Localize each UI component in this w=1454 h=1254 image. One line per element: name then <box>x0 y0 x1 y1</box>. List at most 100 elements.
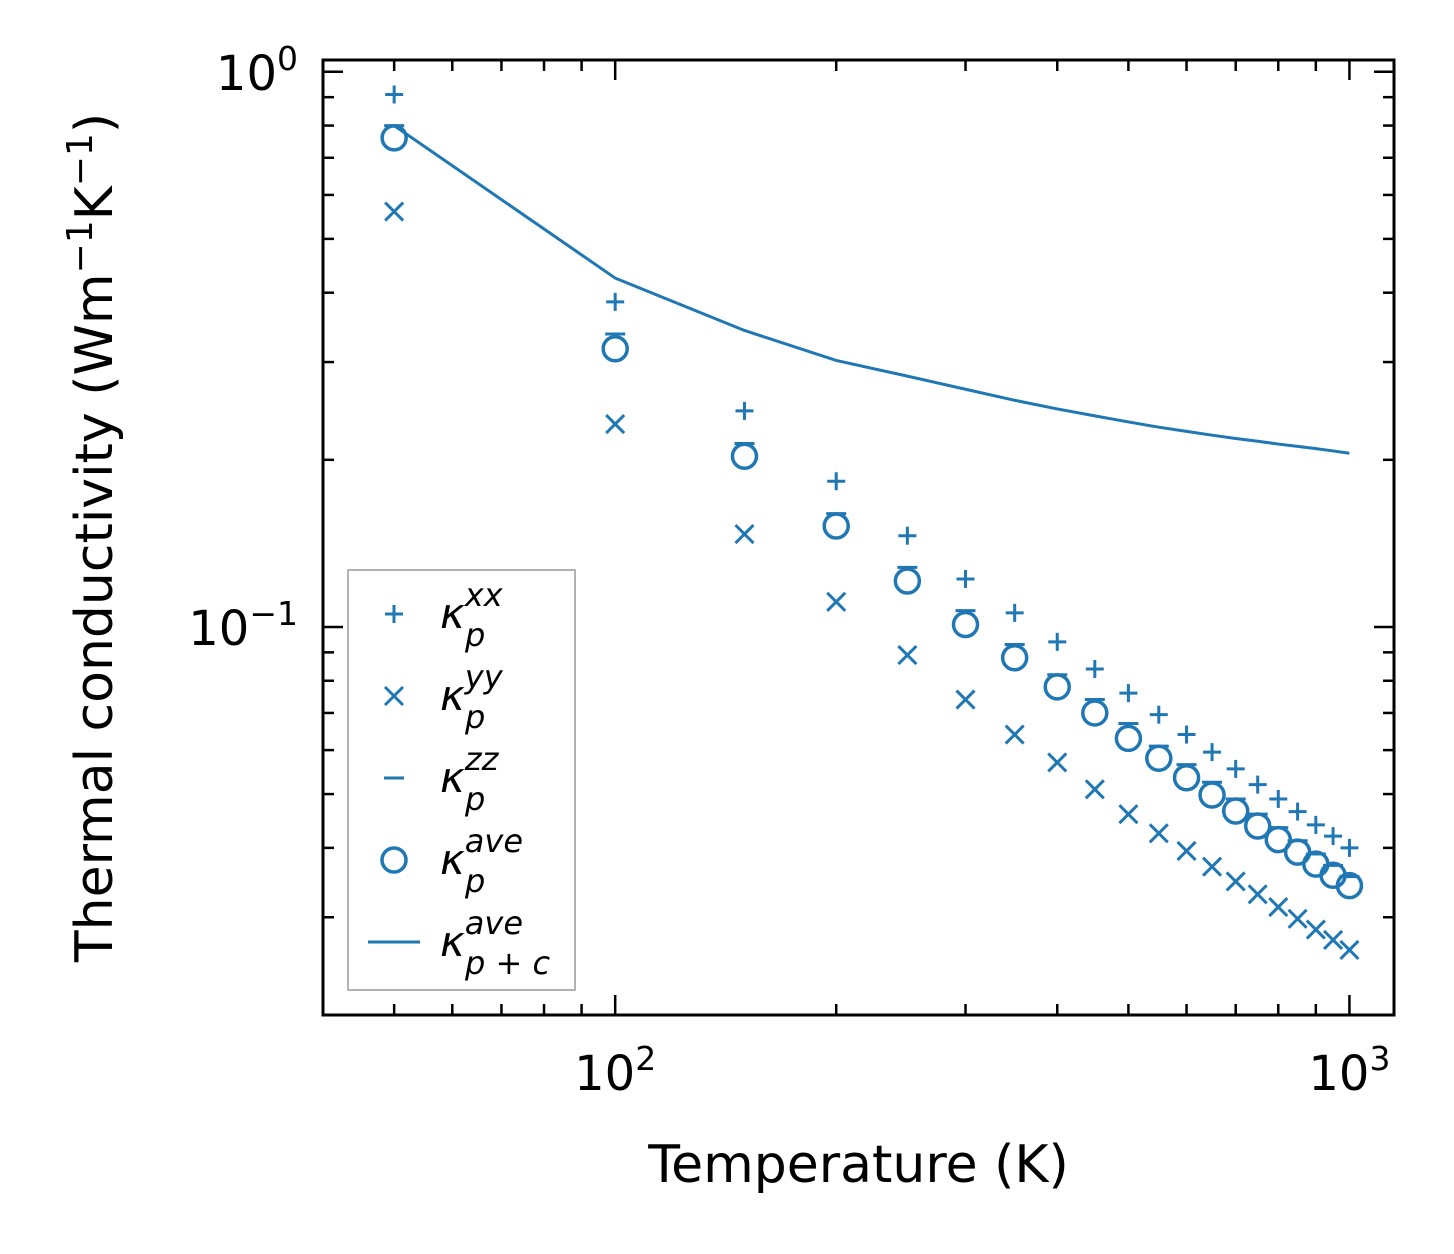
kappa_p_yy-point-b <box>1339 939 1360 960</box>
legend-frame <box>347 569 576 991</box>
plot-frame <box>321 58 1396 1017</box>
y-tick-label-exp: 0 <box>277 39 298 78</box>
kappa_p_xx-point <box>1085 659 1104 678</box>
y-tick-label-exp: −1 <box>249 594 298 633</box>
kappa_p_yy-point <box>605 413 626 435</box>
kappa_p_xx-point <box>1288 802 1307 821</box>
legend-label-sub: p <box>464 698 485 736</box>
kappa_p_yy-point-b <box>1004 724 1025 745</box>
kappa_p_xx-point <box>1119 684 1138 703</box>
x-tick-label-exp: 3 <box>1369 1039 1390 1078</box>
kappa_p_yy-point <box>1323 929 1344 951</box>
kappa_p_ave-point <box>601 335 629 363</box>
kappa_p_xx-point <box>735 401 754 420</box>
kappa_p_ave-series <box>380 124 1364 900</box>
x-tick-label-base: 10 <box>1308 1046 1369 1102</box>
kappa_p_yy-point-b <box>384 201 405 222</box>
kappa_p_yy-point <box>897 644 918 666</box>
kappa_p_xx-series <box>385 85 1359 857</box>
kappa_p_xx-point <box>1149 705 1168 724</box>
legend-label: κxx p <box>440 576 504 654</box>
legend-label-sup: zz <box>464 740 500 778</box>
kappa_p_ave-point <box>1335 871 1364 900</box>
legend-swatch-x <box>383 685 405 707</box>
kappa_p_yy-point <box>1148 823 1169 844</box>
kappa_p_ave-point <box>951 610 980 639</box>
kappa_p_yy-point <box>1047 752 1068 773</box>
legend-label-base: κ <box>440 835 465 884</box>
legend-entry-ave: κave p + c <box>368 904 550 982</box>
legend-label: κave p <box>440 822 523 900</box>
kappa_p_ave-point <box>380 124 408 152</box>
kappa_p_yy-point-b <box>897 644 918 666</box>
legend-label-base: κ <box>440 589 465 638</box>
y-label-exp2: −1 <box>60 133 101 186</box>
y-tick-label-base: 10 <box>216 46 277 102</box>
kappa_pc_ave-line <box>393 124 1350 455</box>
kappa_p_ave-point <box>1000 644 1029 672</box>
kappa_p_yy-point <box>1339 939 1360 960</box>
kappa_p_yy-point-b <box>1247 884 1268 905</box>
kappa_p_xx-point <box>1226 759 1245 778</box>
kappa_p_yy-point <box>1247 884 1268 905</box>
kappa_p_yy-point-b <box>1047 752 1068 773</box>
kappa_p_ave-point <box>730 442 759 470</box>
kappa_p_yy-point-b <box>1305 919 1326 940</box>
kappa_p_yy-point <box>826 591 847 612</box>
kappa_p_ave-point <box>1081 699 1109 727</box>
legend-label-sup: xx <box>464 576 504 614</box>
legend-label-sup: yy <box>464 658 504 696</box>
kappa_p_xx-point <box>898 526 917 545</box>
y-axis-label: Thermal conductivity (Wm−1K−1) <box>60 113 125 963</box>
kappa_p_ave-point <box>1145 744 1173 773</box>
kappa_p_yy-point <box>1118 804 1139 825</box>
kappa_p_ave-point <box>1264 825 1293 854</box>
legend-label-sub: p <box>464 780 485 818</box>
kappa_p_yy-point-b <box>1268 896 1289 918</box>
legend-swatch-circle <box>380 846 408 874</box>
kappa_p_yy-point-b <box>734 523 755 545</box>
kappa_p_yy-point <box>955 689 976 710</box>
kappa_p_yy-point <box>1004 724 1025 745</box>
axis-ticks <box>321 60 1394 1017</box>
kappa_p_yy-point <box>1305 919 1326 940</box>
kappa_p_yy-point-b <box>1084 779 1105 800</box>
kappa_p_yy-point <box>1176 840 1197 861</box>
kappa_p_xx-point <box>827 472 846 491</box>
kappa_p_ave-point <box>1114 724 1143 753</box>
legend-swatch-x-b <box>383 685 405 707</box>
kappa_p_xx-point <box>1203 743 1222 762</box>
kappa_p_yy-point <box>1268 896 1289 918</box>
legend-entry-zz: κzz p <box>384 740 500 818</box>
kappa_p_yy-series <box>384 201 1360 960</box>
kappa_p_ave-point <box>1198 781 1226 809</box>
legend-label-sup: ave <box>465 904 523 942</box>
kappa_p_yy-point-b <box>1148 823 1169 844</box>
kappa_p_yy-point-b <box>1287 908 1308 929</box>
kappa_p_xx-point <box>1340 838 1359 857</box>
kappa_p_yy-point-b <box>1202 856 1223 877</box>
kappa_p_xx-point <box>1048 632 1067 651</box>
y-tick-label: 10−1 <box>188 594 298 657</box>
plot-marks <box>380 85 1364 960</box>
kappa_p_yy-point-b <box>826 591 847 612</box>
kappa_p_ave-point <box>1243 812 1272 840</box>
kappa_p_ave-point <box>822 512 850 540</box>
legend-label-sub: p <box>464 616 485 654</box>
kappa_p_yy-point-b <box>1176 840 1197 861</box>
kappa_p_yy-point-b <box>1323 929 1344 951</box>
y-tick-label-base: 10 <box>188 601 249 657</box>
legend-label: κyy p <box>440 658 504 736</box>
kappa_p_xx-point <box>1269 789 1288 808</box>
kappa_p_xx-point <box>956 569 975 588</box>
kappa_p_ave-point <box>1221 797 1250 825</box>
kappa_p_ave-point <box>893 567 922 595</box>
kappa_p_yy-point <box>734 523 755 545</box>
kappa_p_xx-point <box>1005 603 1024 622</box>
legend-entry-ave: κave p <box>380 822 523 900</box>
kappa_p_yy-point-b <box>1118 804 1139 825</box>
legend-entry-xx: κxx p <box>385 576 504 654</box>
